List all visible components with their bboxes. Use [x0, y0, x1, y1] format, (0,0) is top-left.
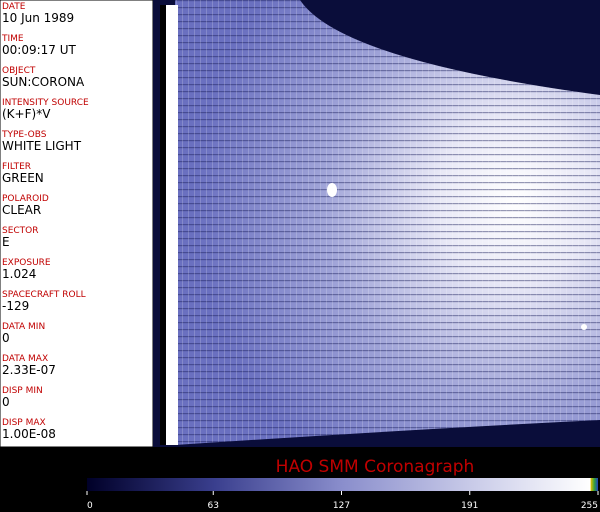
field-value: GREEN	[2, 171, 44, 185]
field-label: TIME	[1, 34, 24, 44]
field-value: 00:09:17 UT	[2, 43, 76, 57]
field-value: E	[2, 235, 10, 249]
colorbar-tick-label: 255	[581, 501, 598, 511]
field-value: CLEAR	[2, 203, 41, 217]
field-label: POLAROID	[2, 194, 49, 204]
field-label: DATA MAX	[2, 354, 48, 364]
field-label: DISP MIN	[2, 386, 43, 396]
info-panel	[0, 0, 154, 448]
field-label: DISP MAX	[2, 418, 46, 428]
field-value: 0	[2, 331, 10, 345]
field-value: 0	[2, 395, 10, 409]
image-title: HAO SMM Coronagraph	[276, 457, 475, 477]
colorbar-tick-label: 0	[87, 501, 93, 511]
field-value: 2.33E-07	[2, 363, 56, 377]
coronagraph-image	[153, 0, 600, 447]
field-value: 1.024	[2, 267, 36, 281]
field-value: (K+F)*V	[2, 107, 51, 121]
colorbar	[87, 478, 598, 491]
field-label: SECTOR	[2, 226, 39, 236]
field-label: INTENSITY SOURCE	[2, 98, 89, 108]
colorbar-tick-label: 127	[333, 501, 350, 511]
field-label: DATE	[2, 2, 26, 12]
field-value: -129	[2, 299, 29, 313]
field-value: 10 Jun 1989	[2, 11, 74, 25]
colorbar-tick-label: 63	[208, 501, 219, 511]
field-label: TYPE-OBS	[1, 130, 47, 140]
field-label: FILTER	[2, 162, 31, 172]
field-label: DATA MIN	[2, 322, 45, 332]
colorbar-tick-label: 191	[461, 501, 478, 511]
field-label: OBJECT	[2, 66, 36, 76]
field-label: EXPOSURE	[2, 258, 51, 268]
field-value: WHITE LIGHT	[2, 139, 82, 153]
field-value: 1.00E-08	[2, 427, 56, 441]
field-value: SUN:CORONA	[2, 75, 85, 89]
field-label: SPACECRAFT ROLL	[2, 290, 86, 300]
